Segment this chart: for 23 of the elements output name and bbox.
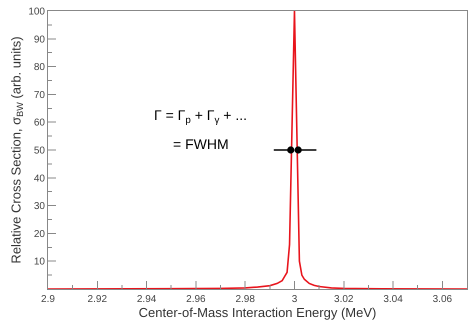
x-tick-label: 2.92 bbox=[88, 294, 108, 305]
y-tick-label: 100 bbox=[28, 6, 46, 18]
x-tick-label: 3 bbox=[292, 294, 298, 305]
y-tick-label: 70 bbox=[34, 90, 46, 101]
x-tick-label: 2.9 bbox=[41, 294, 56, 305]
y-tick-label: 10 bbox=[34, 256, 46, 268]
x-tick-label: 3.04 bbox=[383, 294, 404, 305]
y-tick-label: 60 bbox=[34, 118, 46, 129]
line-series bbox=[48, 11, 467, 289]
annotation: Γ = Γ$_{p}$ + Γ$_{γ}$ + ... bbox=[154, 107, 248, 126]
y-tick-label: 50 bbox=[34, 146, 46, 156]
annotation: = FWHM bbox=[173, 136, 229, 152]
x-tick-label: 3.02 bbox=[334, 294, 354, 305]
x-axis-title: Center-of-Mass Interaction Energy (MeV) bbox=[138, 305, 376, 320]
x-tick-label: 3.06 bbox=[432, 294, 453, 305]
y-tick-label: 40 bbox=[34, 173, 46, 184]
x-tick-label: 2.96 bbox=[186, 294, 206, 305]
y-tick-label: 90 bbox=[34, 34, 46, 46]
x-tick-label: 2.98 bbox=[235, 294, 256, 305]
y-tick-label: 20 bbox=[34, 228, 46, 240]
y-tick-label: 80 bbox=[34, 62, 46, 74]
y-tick-label: 30 bbox=[34, 201, 46, 212]
x-tick-label: 2.94 bbox=[136, 294, 157, 305]
